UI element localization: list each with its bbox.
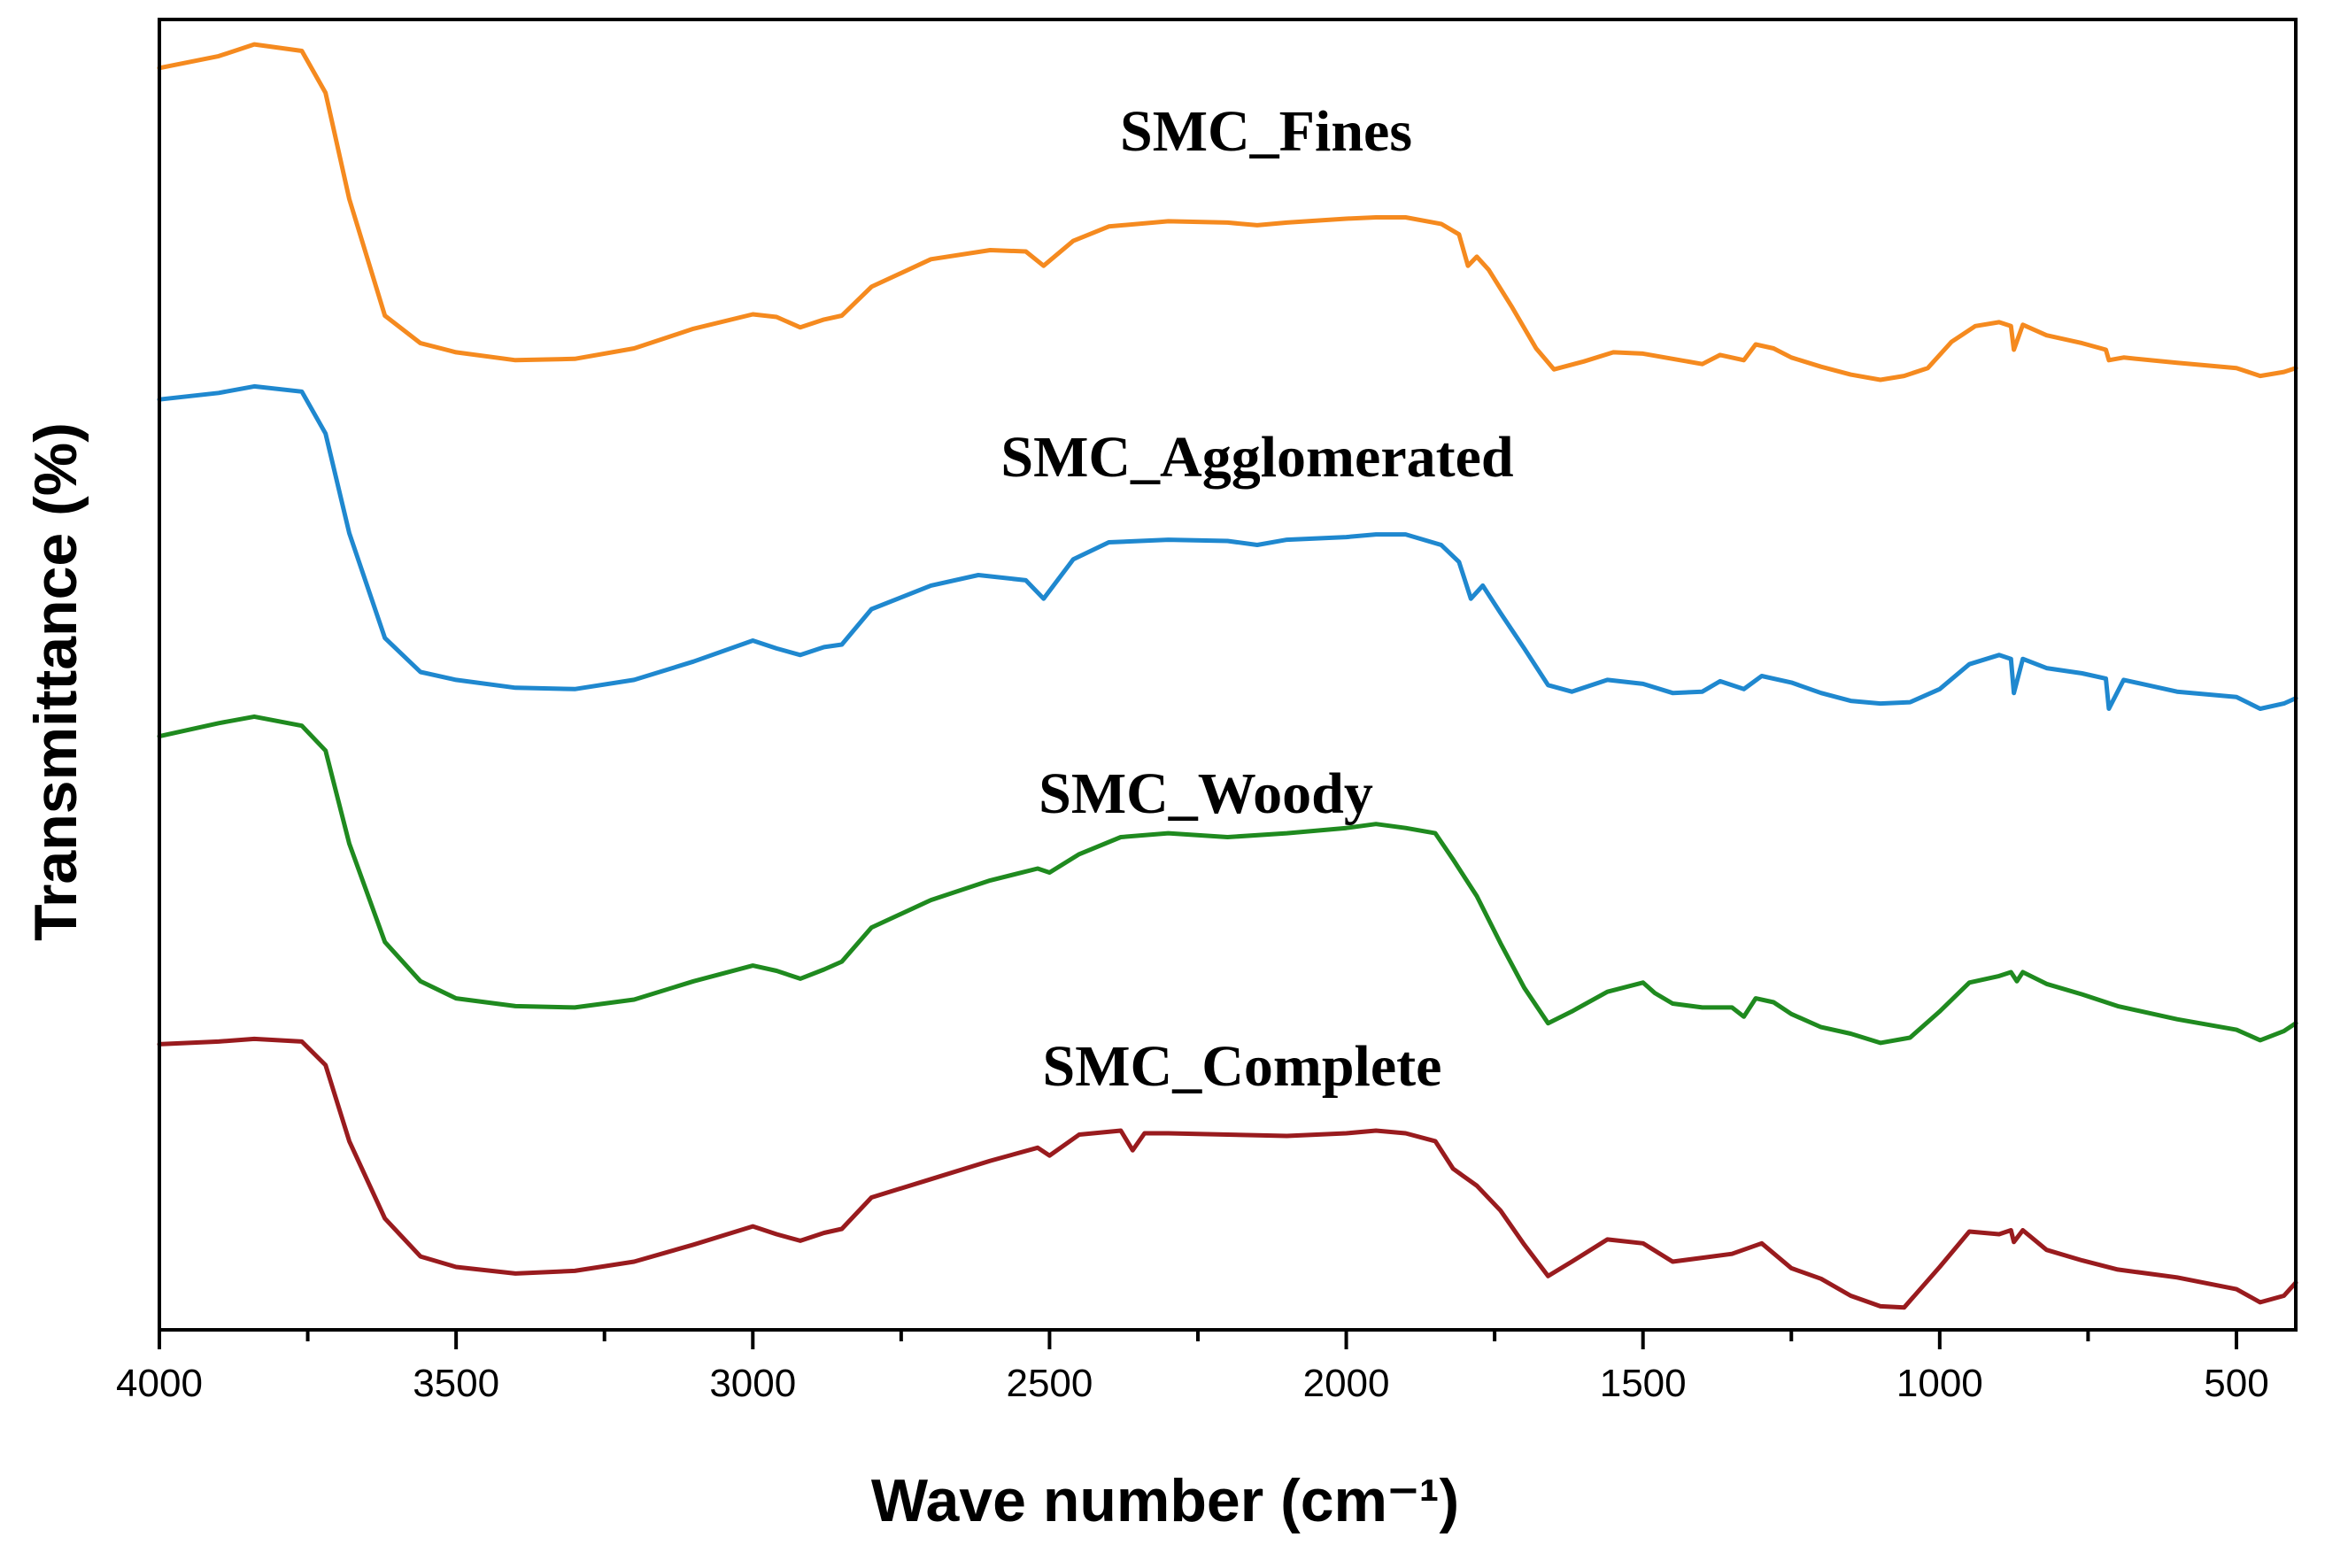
x-tick-label-500: 500 [2204,1362,2268,1405]
series-line-smc-agglomerated [157,383,2298,711]
series-label-smc-fines: SMC_Fines [1120,99,1412,164]
x-tick-label-2000: 2000 [1303,1362,1390,1405]
x-tick-label-3000: 3000 [709,1362,796,1405]
series-line-smc-fines [157,42,2298,382]
series-line-smc-complete [157,1036,2298,1310]
y-axis-title: Transmittance (%) [22,422,89,941]
x-tick-label-1500: 1500 [1600,1362,1687,1405]
x-tick-label-4000: 4000 [116,1362,203,1405]
series-label-smc-complete: SMC_Complete [1043,1034,1442,1099]
series-label-smc-woody: SMC_Woody [1039,761,1373,826]
plot-frame [158,18,2298,1332]
x-axis-ticks: 4000 3500 3000 2500 2000 1500 1000 500 [116,1330,2269,1405]
series-layer [157,42,2298,1310]
series-labels: SMC_Fines SMC_Agglomerated SMC_Woody SMC… [1000,99,1513,1099]
series-line-smc-woody [157,714,2298,1046]
x-tick-label-3500: 3500 [413,1362,499,1405]
x-tick-label-2500: 2500 [1006,1362,1093,1405]
x-tick-label-1000: 1000 [1896,1362,1983,1405]
series-label-smc-agglomerated: SMC_Agglomerated [1000,425,1513,490]
x-axis-title: Wave number (cm⁻¹) [871,1467,1459,1534]
